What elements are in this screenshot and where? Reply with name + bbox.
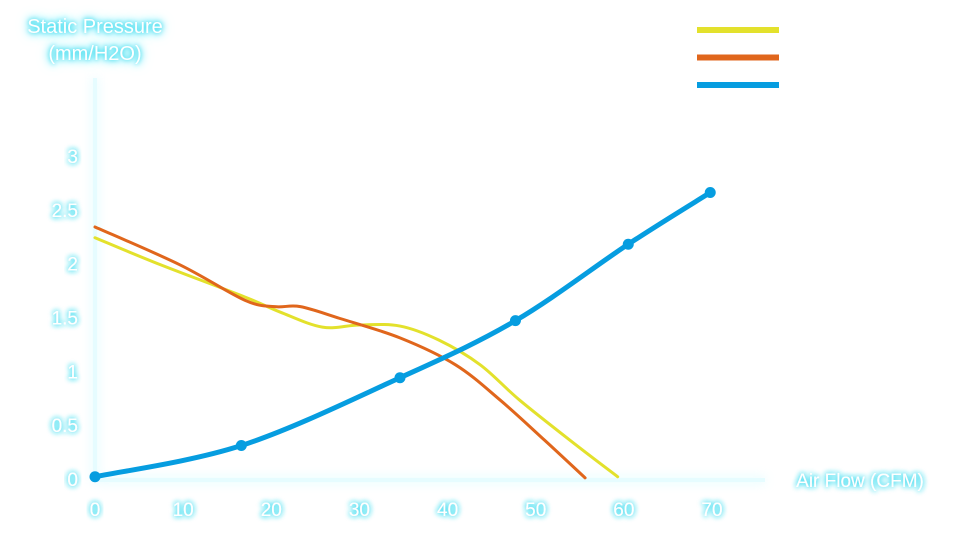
y-tick-label: 2 [67, 255, 78, 276]
point [89, 471, 101, 483]
point [235, 440, 247, 452]
axes [93, 78, 765, 482]
y-tick-label: 0 [67, 470, 78, 491]
x-tick-label: 0 [90, 500, 101, 521]
series-line [92, 190, 713, 480]
point [394, 372, 406, 384]
x-tick-label: 50 [525, 500, 546, 521]
x-tick-label: 10 [173, 500, 194, 521]
point [509, 315, 521, 327]
x-tick-label: 40 [437, 500, 458, 521]
point [704, 187, 716, 199]
x-tick-label: 60 [613, 500, 634, 521]
series-line [93, 236, 620, 479]
y-tick-label: 3 [67, 147, 78, 168]
y-tick-label: 1.5 [52, 309, 78, 330]
y-tick-label: 2.5 [52, 201, 78, 222]
y-axis-label: Static Pressure (mm/H2O) [27, 16, 163, 65]
y-tick-label: 0.5 [52, 416, 78, 437]
x-tick-label: 70 [701, 500, 722, 521]
x-tick-label: 20 [261, 500, 282, 521]
series-line [93, 225, 587, 480]
point [622, 238, 634, 250]
x-axis-label: Air Flow (CFM) [796, 471, 924, 492]
x-tick-label: 30 [349, 500, 370, 521]
y-tick-label: 1 [67, 362, 78, 383]
